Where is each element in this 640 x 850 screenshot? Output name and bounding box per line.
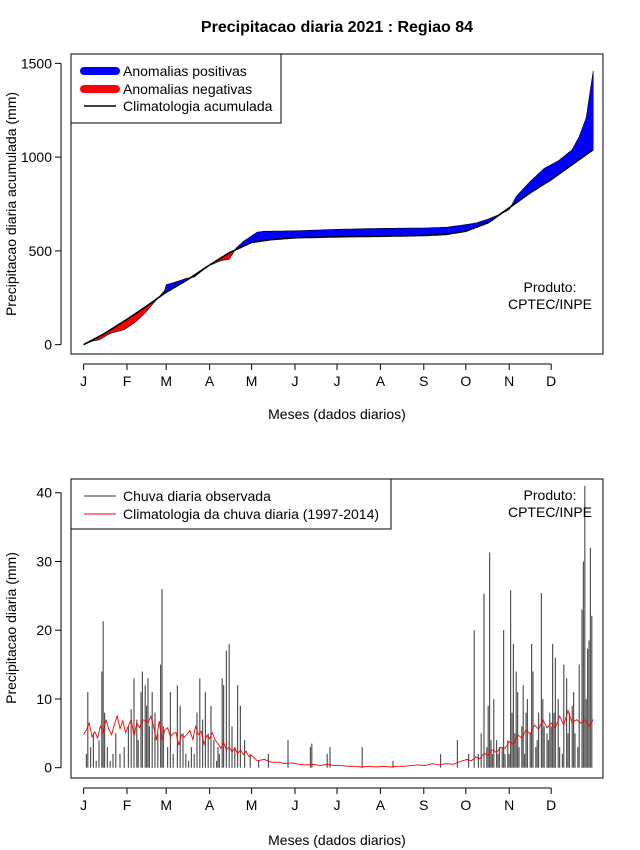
y-tick-label: 0 [44,760,52,776]
y-axis: 0 10 20 30 40 [36,485,62,776]
climatology-lines [83,148,594,346]
x-tick-label: M [160,797,172,813]
x-axis-label: Meses (dados diarios) [268,832,406,848]
legend-label-climatology: Climatologia acumulada [123,98,273,114]
chart-title: Precipitacao diaria 2021 : Regiao 84 [201,19,473,36]
legend-label-negative: Anomalias negativas [123,81,252,97]
x-tick-label: M [246,373,258,389]
bottom-chart: 0 10 20 30 40 J F M A M J J A S O N D Meses (dados diar… [3,478,604,848]
y-tick-label: 20 [36,622,52,638]
x-tick-label: J [80,373,87,389]
y-tick-label: 0 [44,337,52,353]
x-tick-label: J [334,373,341,389]
y-tick-label: 30 [36,553,52,569]
x-tick-label: M [160,373,172,389]
y-axis-label: Precipitacao diaria (mm) [3,552,19,704]
x-tick-label: N [504,373,514,389]
plot-frame [70,53,604,355]
product-source: CPTEC/INPE [508,296,592,312]
x-tick-label: M [246,797,258,813]
climatology-line [83,709,594,768]
x-tick-label: A [205,797,215,813]
daily-bars [85,485,593,768]
climatology-line [83,148,594,346]
x-tick-label: J [334,797,341,813]
x-tick-label: J [80,797,87,813]
y-tick-label: 1500 [21,55,52,71]
legend-label-positive: Anomalias positivas [123,63,247,79]
legend-box [70,478,392,530]
x-tick-label: O [460,373,471,389]
legend: Anomalias positivas Anomalias negativas … [70,53,282,124]
x-tick-label: N [504,797,514,813]
x-tick-label: S [419,373,428,389]
y-tick-label: 10 [36,691,52,707]
x-tick-label: A [205,373,215,389]
x-tick-label: F [123,373,132,389]
x-tick-label: D [546,373,556,389]
y-axis: 0 500 1000 1500 [21,55,62,353]
top-chart: Precipitacao diaria 2021 : Regiao 84 0 50… [3,19,604,422]
product-label: Produto: [524,279,577,295]
positive-anomaly-area [511,70,594,207]
x-tick-label: J [292,797,299,813]
y-tick-label: 40 [36,485,52,501]
x-tick-label: D [546,797,556,813]
y-tick-label: 500 [29,243,53,259]
y-axis-label: Precipitacao diaria acumulada (mm) [3,92,19,316]
climatology-lines [83,709,594,768]
x-tick-label: A [376,373,386,389]
product-label: Produto: [524,487,577,503]
x-axis-label: Meses (dados diarios) [268,406,406,422]
x-tick-label: J [292,373,299,389]
x-tick-label: O [460,797,471,813]
product-source: CPTEC/INPE [508,504,592,520]
x-tick-label: A [376,797,386,813]
legend-label-observed: Chuva diaria observada [123,488,271,504]
legend-label-climatology: Climatologia da chuva diaria (1997-2014) [123,506,379,522]
legend: Chuva diaria observada Climatologia da c… [70,478,392,530]
y-tick-label: 1000 [21,149,52,165]
x-tick-label: F [123,797,132,813]
negative-anomaly-area [84,295,160,345]
x-tick-label: S [419,797,428,813]
